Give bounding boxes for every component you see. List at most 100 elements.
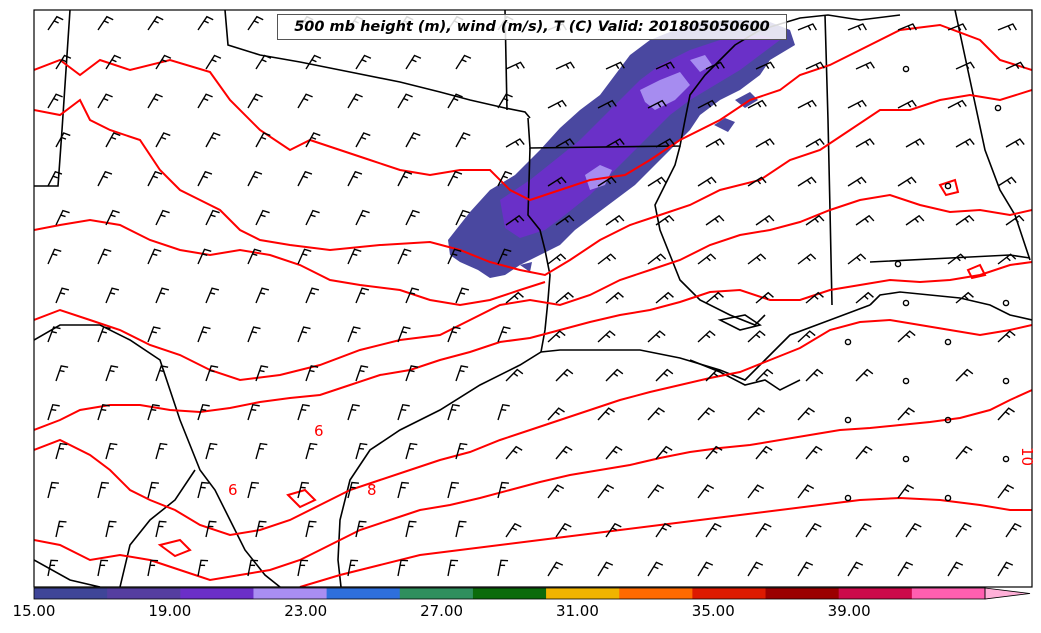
wind-barb-icon xyxy=(447,248,462,265)
wind-barb-icon xyxy=(697,330,716,343)
wind-barb-icon xyxy=(205,132,221,148)
calm-wind-circle-icon xyxy=(1002,455,1010,463)
wind-barb-icon xyxy=(97,170,113,187)
colorbar-segment xyxy=(253,588,328,599)
wind-barb-icon xyxy=(547,253,567,265)
wind-barb-icon xyxy=(97,403,110,421)
wind-barb-icon xyxy=(705,445,723,460)
wind-barb-icon xyxy=(947,561,964,577)
wind-barb-icon xyxy=(547,99,567,109)
wind-barb-icon xyxy=(755,291,774,304)
wind-barb-icon xyxy=(805,522,822,538)
wind-barb-icon xyxy=(805,214,825,226)
wind-barb-icon xyxy=(647,484,665,499)
wind-barb-icon xyxy=(405,209,420,226)
colorbar-segment xyxy=(546,588,620,599)
wind-barb-icon xyxy=(247,15,264,31)
wind-barb-icon xyxy=(855,214,875,226)
calm-wind-circle-icon xyxy=(844,494,852,502)
colorbar-tick-label: 19.00 xyxy=(148,602,192,620)
wind-barb-icon xyxy=(705,368,724,382)
colorbar-tick-label: 27.00 xyxy=(420,602,464,620)
wind-barb-icon xyxy=(997,407,1015,421)
wind-barb-icon xyxy=(247,559,259,577)
colorbar-segment xyxy=(180,588,254,599)
wind-barb-icon xyxy=(605,291,624,304)
wind-barb-icon xyxy=(147,403,160,421)
wind-barb-icon xyxy=(505,138,525,148)
wind-barb-icon xyxy=(755,368,774,382)
wind-barb-icon xyxy=(597,561,614,577)
temperature-contours xyxy=(34,23,1032,587)
calm-wind-circle-icon xyxy=(902,65,910,73)
colorbar-tick-label: 23.00 xyxy=(284,602,328,620)
wind-barb-icon xyxy=(547,330,566,343)
wind-barb-icon xyxy=(347,93,363,109)
wind-barb-icon xyxy=(247,170,263,187)
calm-wind-circle-icon xyxy=(944,494,952,502)
colorbar-segment xyxy=(34,588,108,599)
wind-barb-icon xyxy=(505,291,524,304)
wind-barb-icon xyxy=(997,484,1015,499)
wind-barb-icon xyxy=(705,214,725,226)
wind-barb-icon xyxy=(147,559,159,577)
wind-barb-icon xyxy=(947,253,967,265)
wind-barb-icon xyxy=(55,365,69,382)
wind-barb-icon xyxy=(1005,522,1022,538)
wind-barb-icon xyxy=(397,403,410,421)
wind-barb-icon xyxy=(855,522,872,538)
wind-barb-icon xyxy=(555,445,573,460)
wind-barb-icon xyxy=(505,522,522,538)
colorbar-tick-label: 39.00 xyxy=(827,602,871,620)
wind-barb-icon xyxy=(397,248,412,265)
wind-barb-icon xyxy=(605,445,623,460)
colorbar-tick-label: 31.00 xyxy=(555,602,599,620)
wind-barb-icon xyxy=(855,61,875,70)
wind-barb-icon xyxy=(655,522,672,538)
wind-barb-icon xyxy=(347,481,359,499)
wind-barb-icon xyxy=(305,209,320,226)
wind-barb-icon xyxy=(797,99,817,109)
wind-barb-icon xyxy=(547,176,567,187)
calm-wind-circle-icon xyxy=(994,104,1002,112)
wind-barb-icon xyxy=(597,99,617,109)
colorbar-segment xyxy=(838,588,913,599)
wind-barb-icon xyxy=(847,23,867,31)
wind-barb-icon xyxy=(55,209,70,226)
wind-barb-icon xyxy=(147,170,163,187)
wind-barb-icon xyxy=(297,170,313,187)
wind-barb-icon xyxy=(555,214,575,226)
wind-barb-icon xyxy=(655,291,674,304)
calm-wind-circle-icon xyxy=(844,338,852,346)
wind-barb-icon xyxy=(797,407,815,421)
wind-barb-icon xyxy=(197,15,214,31)
wind-barb-icon xyxy=(97,15,114,31)
wind-barb-icon xyxy=(305,520,317,538)
wind-barb-icon xyxy=(105,209,120,226)
wind-barb-icon xyxy=(405,365,419,382)
wind-barb-icon xyxy=(255,442,268,460)
wind-barb-icon xyxy=(255,132,271,148)
wind-barb-icon xyxy=(647,407,665,421)
wind-barb-icon xyxy=(497,403,510,421)
wind-barb-icon xyxy=(605,368,624,382)
wind-barb-icon xyxy=(897,407,915,421)
wind-barb-icon xyxy=(697,99,717,109)
wind-barb-icon xyxy=(255,520,267,538)
wind-barb-icon xyxy=(897,484,915,499)
colorbar xyxy=(33,587,1031,600)
wind-barb-icon xyxy=(755,214,775,226)
wind-barb-icon xyxy=(897,23,917,31)
wind-barb-icon xyxy=(55,287,70,304)
wind-barb-icon xyxy=(105,54,122,70)
wind-barb-icon xyxy=(247,403,260,421)
wind-barb-icon xyxy=(805,291,824,304)
wind-barb-icon xyxy=(597,330,616,343)
wind-barb-icon xyxy=(405,287,420,304)
wind-barb-icon xyxy=(955,368,974,382)
wind-barb-icon xyxy=(647,176,667,187)
wind-barb-icon xyxy=(697,253,717,265)
wind-barb-icon xyxy=(347,248,362,265)
wind-barb-icon xyxy=(355,54,372,70)
